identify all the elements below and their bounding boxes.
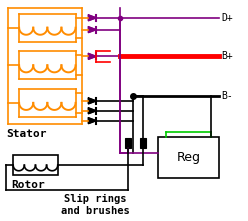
Text: Reg: Reg xyxy=(176,151,200,164)
Text: B-: B- xyxy=(221,91,233,101)
Bar xyxy=(13,155,58,175)
Text: B+: B+ xyxy=(221,51,233,61)
Text: D+: D+ xyxy=(221,13,233,23)
Text: Stator: Stator xyxy=(6,129,47,139)
Bar xyxy=(125,139,131,148)
Polygon shape xyxy=(88,98,96,104)
Bar xyxy=(158,137,219,178)
Text: Slip rings
and brushes: Slip rings and brushes xyxy=(61,194,130,215)
Polygon shape xyxy=(88,108,96,114)
Polygon shape xyxy=(88,118,96,124)
Polygon shape xyxy=(88,15,96,21)
Polygon shape xyxy=(88,53,96,59)
Polygon shape xyxy=(88,27,96,33)
Bar xyxy=(140,139,146,148)
Text: Rotor: Rotor xyxy=(11,180,45,190)
